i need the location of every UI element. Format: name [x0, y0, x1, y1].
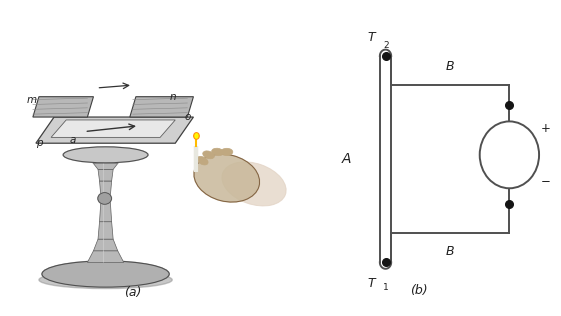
Polygon shape [33, 97, 94, 117]
Ellipse shape [222, 162, 286, 206]
Ellipse shape [63, 147, 148, 163]
Polygon shape [94, 164, 118, 169]
Ellipse shape [194, 133, 199, 139]
Ellipse shape [98, 193, 112, 204]
Text: m: m [27, 94, 37, 105]
Polygon shape [51, 120, 175, 137]
Ellipse shape [42, 261, 169, 287]
Ellipse shape [220, 148, 233, 155]
Text: 2: 2 [383, 41, 389, 50]
Circle shape [480, 121, 539, 188]
Text: B: B [446, 60, 454, 73]
Ellipse shape [194, 154, 260, 202]
Polygon shape [98, 222, 113, 239]
Ellipse shape [211, 148, 224, 156]
Text: (b): (b) [410, 284, 428, 297]
Polygon shape [88, 251, 124, 262]
Polygon shape [99, 198, 112, 222]
Polygon shape [130, 97, 194, 117]
Text: T: T [367, 277, 375, 290]
Ellipse shape [39, 271, 172, 289]
Text: a: a [69, 135, 76, 145]
Text: V: V [504, 147, 514, 162]
Text: o: o [185, 112, 191, 122]
Text: 1: 1 [383, 283, 389, 292]
Text: +: + [540, 122, 550, 135]
Ellipse shape [195, 134, 198, 138]
Text: A: A [342, 152, 352, 166]
Text: −: − [540, 174, 550, 187]
Polygon shape [94, 239, 118, 251]
Text: B: B [446, 245, 454, 258]
Text: p: p [36, 138, 43, 148]
Text: n: n [169, 92, 176, 102]
Polygon shape [36, 117, 194, 143]
Polygon shape [88, 158, 124, 164]
Ellipse shape [203, 151, 214, 159]
Ellipse shape [197, 156, 208, 165]
Text: (a): (a) [124, 286, 141, 299]
Polygon shape [99, 181, 112, 198]
Text: T: T [367, 31, 375, 44]
Polygon shape [98, 169, 113, 181]
